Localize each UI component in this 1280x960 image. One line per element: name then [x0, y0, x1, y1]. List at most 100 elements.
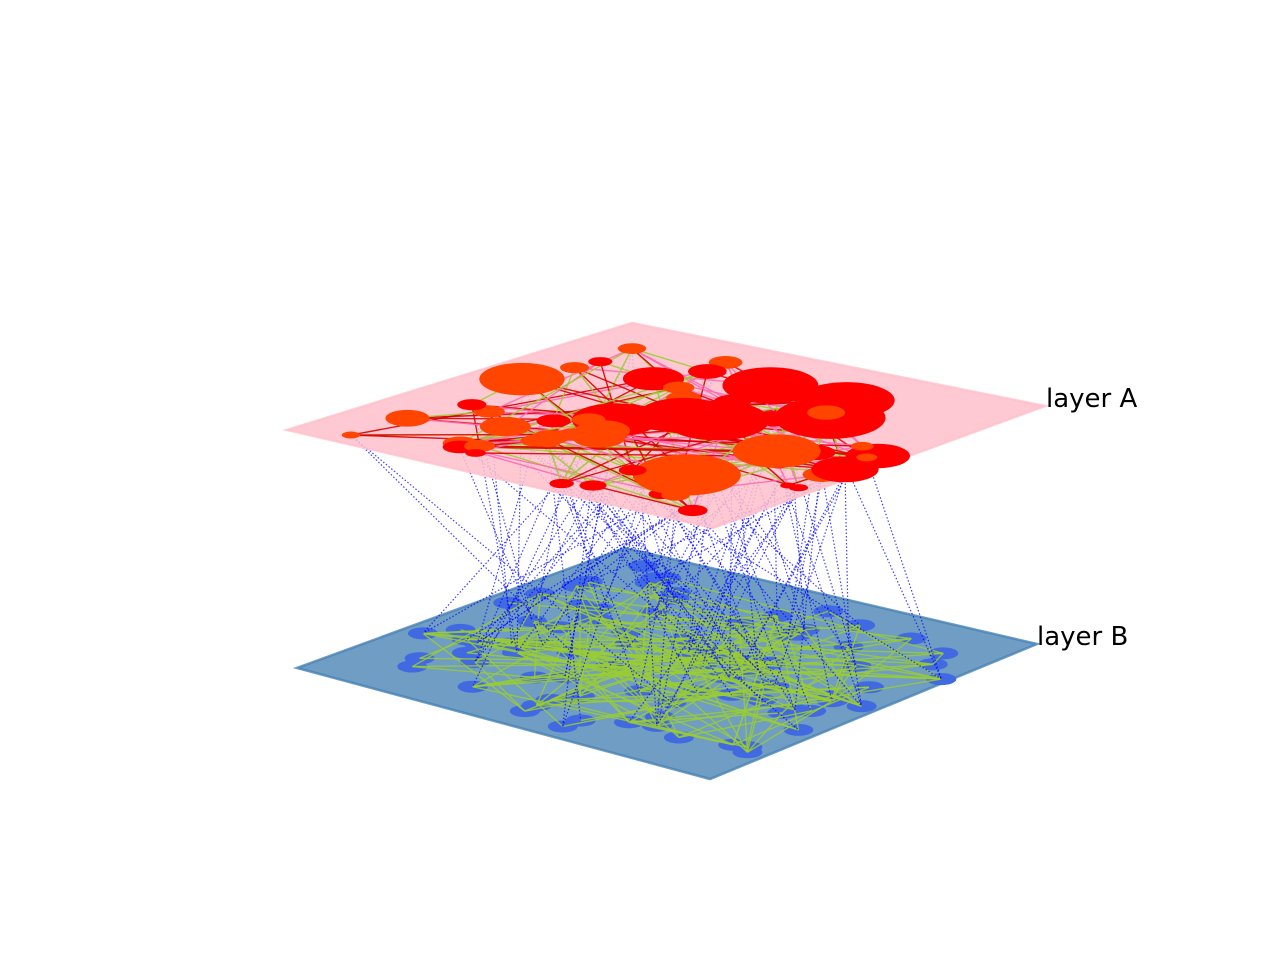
layer-b-edge: [746, 712, 783, 753]
layer-a-node: [579, 480, 607, 491]
layer-b-edge: [738, 623, 749, 753]
layer-b-edge: [656, 623, 740, 727]
layer-b-edge: [579, 610, 829, 697]
interlayer-edge: [539, 483, 563, 594]
layer-a-edge: [592, 484, 693, 512]
layer-b-edge: [732, 686, 870, 746]
layer-b-edge: [649, 582, 805, 631]
layer-b-edge: [511, 616, 591, 645]
interlayer-edge: [844, 469, 850, 647]
layer-b-edge: [696, 663, 933, 693]
interlayer-edge: [787, 434, 833, 635]
layer-b-edge: [531, 620, 748, 748]
interlayer-edge: [521, 378, 640, 692]
layer-a-node: [830, 466, 861, 479]
interlayer-edge: [787, 452, 817, 635]
layer-b-edge: [746, 685, 765, 753]
layer-b-edge: [590, 616, 763, 701]
layer-b-edge: [535, 605, 581, 706]
layer-b-edge: [466, 652, 730, 679]
interlayer-edge: [350, 434, 673, 703]
layer-a-node: [661, 489, 690, 501]
interlayer-edge: [821, 474, 863, 707]
layer-a-node: [549, 478, 574, 489]
layer-a-node: [722, 367, 819, 404]
layer-a-node: [663, 381, 695, 394]
layer-b-edge: [746, 663, 766, 748]
layer-a-edge: [777, 464, 789, 486]
layer-a-nodes: [341, 343, 910, 517]
layer-b-edge: [833, 625, 861, 701]
layer-b-edge: [833, 637, 912, 701]
interlayer-edge: [547, 441, 733, 696]
interlayer-edge: [592, 485, 675, 600]
interlayer-edge: [472, 348, 633, 687]
layer-a-node: [385, 409, 430, 427]
layer-b-edge: [542, 585, 578, 646]
layer-b-edge: [472, 662, 704, 688]
layer-b-edge: [732, 615, 778, 746]
layer-a-node: [559, 362, 590, 374]
interlayer-edge: [422, 419, 616, 634]
layer-b-edge: [580, 604, 789, 636]
layer-a-node: [713, 394, 751, 409]
layer-a-node: [789, 484, 809, 492]
interlayer-edge: [477, 362, 727, 644]
layer-b-edge: [678, 710, 812, 739]
layer-b-label: layer B: [1037, 622, 1128, 652]
layer-a-node: [341, 431, 361, 439]
layer-b-edge: [472, 577, 667, 688]
interlayer-edge: [866, 457, 942, 680]
layer-b-edge: [729, 624, 861, 679]
layer-b-edge: [656, 629, 806, 727]
interlayer-edge: [744, 472, 846, 662]
layer-a-edge: [479, 445, 693, 512]
layer-a-node: [688, 364, 727, 379]
interlayer-edge: [687, 417, 774, 652]
layer-a-node: [602, 404, 636, 418]
layer-a-node: [464, 440, 496, 452]
layer-b-edge: [587, 581, 601, 610]
layer-b-edge: [564, 582, 651, 678]
layer-a-node: [856, 453, 878, 462]
layer-a-node: [457, 399, 487, 411]
layer-b-edge: [590, 616, 933, 666]
layer-a-node: [534, 437, 561, 448]
layer-a-node: [465, 449, 486, 457]
layer-b-edge: [719, 650, 834, 698]
layer-a-node: [807, 405, 846, 420]
layer-a-node: [637, 397, 730, 433]
interlayer-edge: [656, 398, 685, 726]
layer-b-edge: [422, 615, 778, 635]
interlayer-edge: [552, 420, 731, 679]
layer-b-edge: [628, 712, 783, 723]
interlayer-edge: [599, 361, 675, 599]
interlayer-edge: [678, 387, 812, 712]
interlayer-edge: [422, 407, 819, 634]
interlayer-edge: [744, 445, 863, 662]
interlayer-edge: [474, 469, 634, 663]
layer-a-node: [732, 434, 821, 468]
layer-b-edge: [628, 721, 734, 746]
layer-a-node: [632, 454, 741, 496]
interlayer-edge: [511, 485, 594, 644]
layer-a-node: [850, 441, 874, 451]
layer-b-edge: [739, 623, 862, 707]
layer-b-edge: [474, 661, 526, 712]
interlayer-edge: [773, 472, 846, 686]
interlayer-edge: [458, 446, 544, 646]
layer-b-edge: [472, 686, 748, 748]
interlayer-edge: [350, 434, 572, 653]
layer-a-node: [617, 343, 647, 354]
layer-a-node: [588, 357, 613, 367]
layer-b-edge: [412, 662, 704, 668]
layer-a-edge: [479, 445, 777, 452]
layer-a-node: [479, 362, 565, 396]
layer-a-edge: [552, 367, 576, 422]
layer-a-node: [677, 504, 708, 517]
layer-b-edge: [932, 652, 944, 665]
layer-a-edge: [547, 442, 563, 484]
layer-b-edge: [711, 628, 805, 656]
interlayer-edge: [459, 442, 799, 731]
